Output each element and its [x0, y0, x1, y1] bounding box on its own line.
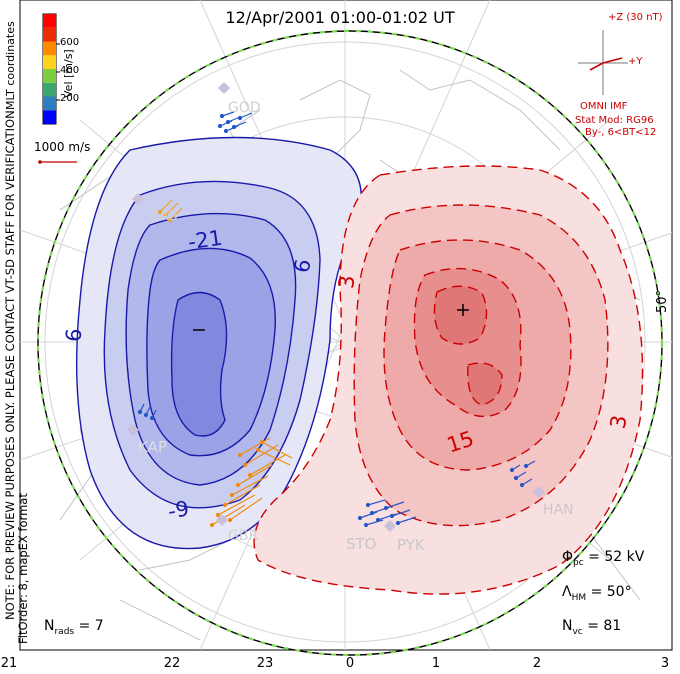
map-title: 12/Apr/2001 01:00-01:02 UT	[225, 8, 455, 27]
color-bar-cell	[43, 69, 56, 83]
color-bar-cell	[43, 82, 56, 97]
mlt-tick-21: 21	[0, 656, 18, 671]
station-marker-han	[533, 486, 545, 498]
contour-label-neg-21: -21	[186, 225, 224, 255]
vectors-gbr	[209, 437, 293, 528]
phi-pc-stat: Φpc = 52 kV	[562, 549, 645, 568]
n-rads-stat: Nrads = 7	[44, 618, 104, 637]
phi-pc-value: = 52 kV	[588, 549, 645, 565]
velocity-tick-200: 200	[60, 93, 80, 104]
imf-condition-label: By-, 6<BT<12	[585, 127, 657, 138]
color-bar-cell	[43, 27, 56, 42]
negative-cell	[75, 136, 362, 550]
mlt-tick-3: 3	[660, 656, 670, 671]
contour-label-pos-3-top: 3	[334, 274, 360, 290]
preview-note: NOTE: FOR PREVIEW PURPOSES ONLY. PLEASE …	[3, 106, 17, 620]
mlt-tick-2: 2	[532, 656, 542, 671]
vectors-han	[509, 460, 536, 488]
color-bar-cell	[43, 96, 56, 111]
stat-mod-label: Stat Mod: RG96	[575, 115, 654, 126]
imf-y-label: +Y	[628, 56, 643, 67]
velocity-color-bar	[42, 13, 60, 125]
lambda-hm-stat: ΛHM = 50°	[562, 584, 632, 603]
potential-max-marker	[457, 304, 469, 316]
hmb-boundary	[36, 29, 664, 657]
station-marker-god	[218, 82, 230, 94]
contour-label-neg-9-left: 9	[60, 327, 86, 343]
imf-dial	[578, 30, 628, 95]
vectors-kap	[137, 403, 157, 421]
station-label-sas: SAS	[150, 208, 178, 224]
color-bar-cell	[43, 55, 56, 69]
velocity-tick-600: 600	[60, 37, 80, 48]
vectors-sto-pyk	[357, 499, 417, 528]
mlt-tick-0: 0	[345, 656, 355, 671]
positive-cell	[253, 165, 644, 595]
mlt-tick-22: 22	[163, 656, 181, 671]
n-vc-value: = 81	[587, 618, 622, 634]
color-bar-cell	[43, 41, 56, 56]
color-bar-cell	[43, 14, 56, 28]
mlt-tick-23: 23	[256, 656, 274, 671]
station-label-gbr: GBR	[228, 528, 259, 544]
n-vc-stat: Nvc = 81	[562, 618, 622, 637]
coordinates-label: MLT coordinates	[4, 21, 17, 110]
imf-source-label: OMNI IMF	[580, 101, 628, 112]
latitude-label: 50°	[655, 289, 671, 314]
mlt-tick-1: 1	[431, 656, 441, 671]
station-label-sto: STO	[346, 535, 377, 553]
reference-vector	[38, 160, 77, 164]
contour-label-neg-9-bottom: -9	[166, 496, 191, 524]
velocity-tick-400: 400	[60, 65, 80, 76]
vectors-god	[217, 111, 253, 134]
station-marker-pyk	[384, 520, 396, 532]
station-marker-kap	[127, 424, 139, 436]
station-label-god: GOD	[228, 100, 261, 116]
station-marker-sas	[132, 193, 144, 205]
station-label-han: HAN	[543, 502, 574, 518]
fit-order-note: FitOrder: 8, mapEX format	[16, 493, 30, 644]
station-markers	[127, 82, 545, 532]
n-rads-value: = 7	[78, 618, 104, 634]
station-label-pyk: PYK	[397, 536, 425, 554]
station-label-kap: KAP	[138, 438, 167, 456]
color-bar-cell	[43, 110, 56, 124]
station-marker-gbr	[216, 514, 228, 526]
imf-z-label: +Z (30 nT)	[608, 12, 663, 23]
vectors-sas	[157, 199, 183, 223]
velocity-vectors	[137, 111, 536, 528]
reference-vector-label: 1000 m/s	[34, 140, 91, 154]
lambda-hm-value: = 50°	[590, 584, 632, 600]
